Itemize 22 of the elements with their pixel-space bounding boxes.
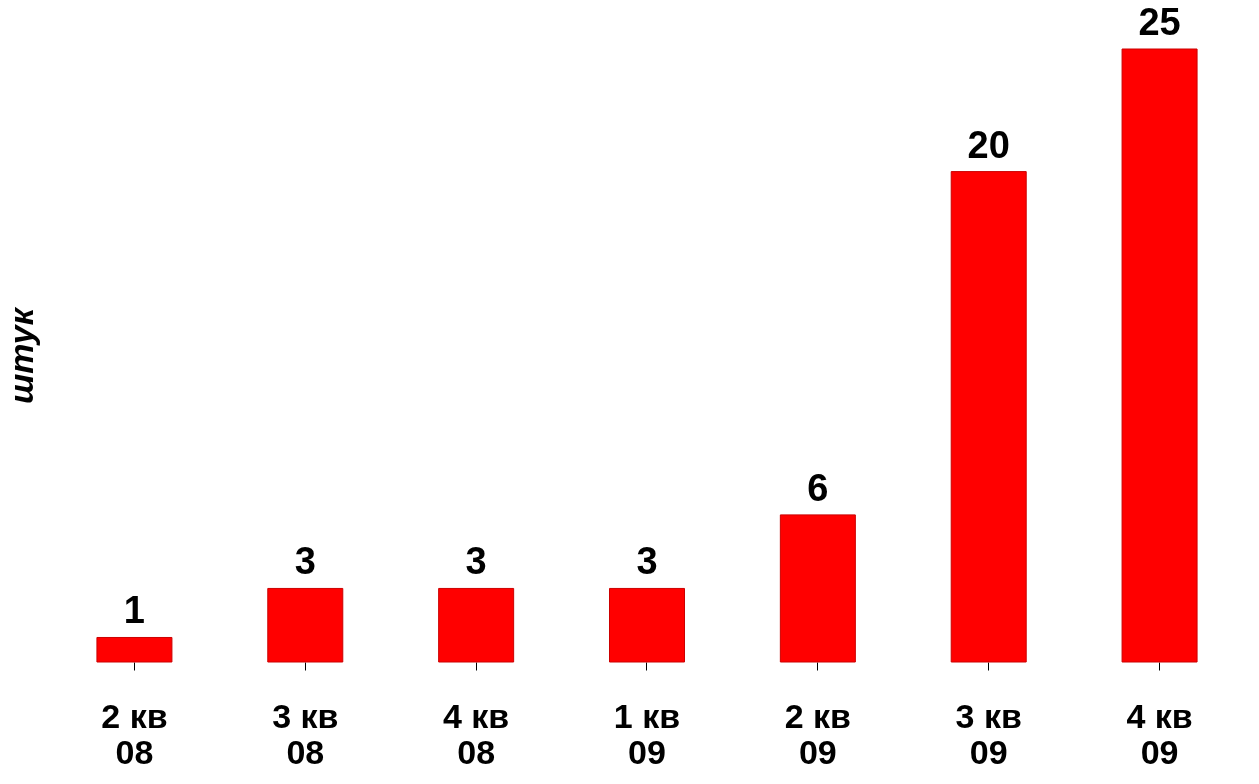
data-label: 3 xyxy=(465,540,487,583)
data-label: 1 xyxy=(123,589,145,632)
bar xyxy=(779,514,856,663)
bar xyxy=(1121,48,1198,663)
x-tick-label: 2 кв 09 xyxy=(784,696,851,771)
data-label: 3 xyxy=(636,540,658,583)
y-axis-title: штук xyxy=(1,306,40,404)
data-label: 25 xyxy=(1138,1,1181,43)
x-tick-label: 4 кв 09 xyxy=(1126,696,1193,771)
x-tick-label: 1 кв 09 xyxy=(613,696,681,771)
bar xyxy=(267,587,344,663)
x-tick-label: 3 кв 08 xyxy=(272,696,339,771)
bar xyxy=(96,636,173,663)
x-tick-label: 4 кв 08 xyxy=(443,696,510,771)
bar xyxy=(609,587,685,663)
x-tick-label: 2 кв 08 xyxy=(101,696,168,771)
data-label: 6 xyxy=(807,466,829,509)
bar xyxy=(950,171,1027,663)
data-label: 3 xyxy=(294,540,316,583)
bar xyxy=(438,587,515,663)
x-tick-label: 3 кв 09 xyxy=(955,696,1022,771)
data-label: 20 xyxy=(967,123,1010,166)
